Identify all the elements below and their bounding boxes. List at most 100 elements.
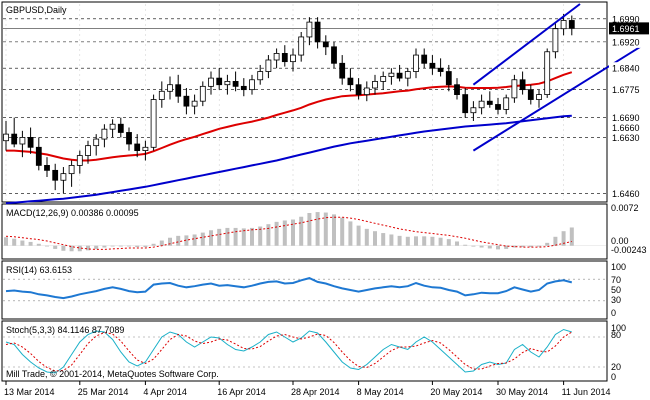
candle-body [355, 84, 362, 95]
candle-body [257, 71, 264, 81]
candle-body [85, 145, 91, 156]
candle-body [544, 51, 551, 95]
macd-bar [20, 240, 25, 246]
copyright-text: Mill Trade, © 2001-2014, MetaQuotes Soft… [6, 369, 219, 379]
macd-bar [53, 245, 58, 249]
candle-body [372, 81, 378, 89]
current-price-box [609, 22, 649, 35]
candle-body [421, 54, 428, 64]
macd-bar [332, 214, 336, 246]
macd-bar [159, 240, 164, 246]
macd-bar [151, 243, 156, 246]
macd-bar [504, 245, 509, 249]
macd-bar [389, 234, 394, 246]
macd-bar [176, 235, 181, 246]
stoch-axis-label: 100 [611, 323, 626, 333]
rsi-axis-label: 100 [611, 262, 626, 272]
candles [3, 13, 575, 194]
macd-bar [455, 241, 459, 246]
candle-body [347, 77, 354, 86]
candle-body [76, 155, 83, 166]
macd-bar [291, 219, 295, 246]
time-axis-label: 28 Apr 2014 [291, 387, 340, 397]
rsi-axis-label: 50 [611, 285, 621, 295]
macd-bar [537, 245, 541, 247]
price-label-bg [609, 35, 649, 48]
macd-bar [168, 237, 172, 246]
price-axis-label: 1.6660 [612, 123, 640, 133]
macd-bar [36, 243, 41, 246]
candle-body [454, 84, 460, 95]
rsi-panel-frame [1, 260, 608, 320]
macd-bar [315, 212, 320, 246]
macd-bar [69, 245, 74, 252]
candle-body [314, 21, 321, 43]
candle-body [208, 77, 214, 87]
time-axis-label: 4 Apr 2014 [143, 387, 187, 397]
macd-axis-label: -0.00243 [611, 245, 647, 255]
price-axis-label: 1.6990 [612, 14, 640, 24]
macd-bar [86, 245, 90, 251]
macd-bar [512, 245, 517, 248]
candle-body [306, 21, 313, 38]
candle-body [281, 53, 288, 63]
rsi-title: RSI(14) 63.6153 [6, 265, 72, 275]
macd-bar [274, 221, 279, 246]
macd-bar [45, 245, 49, 247]
macd-indicator: 0.0072 0.00-0.00243 [3, 203, 647, 255]
macd-bar [348, 221, 353, 246]
candle-body [249, 79, 255, 91]
candle-body [109, 123, 116, 130]
macd-bar [61, 245, 66, 251]
price-axis-label: 1.6690 [612, 113, 640, 123]
rsi-axis-label: 0 [611, 308, 616, 318]
macd-bar [94, 245, 99, 249]
macd-bar [520, 245, 525, 248]
price-label-bg [609, 131, 649, 144]
macd-bar [356, 225, 361, 246]
candle-body [101, 128, 108, 140]
price-panel-frame [1, 1, 608, 203]
stoch-d-line [5, 331, 573, 372]
macd-bar [209, 230, 213, 246]
macd-bar [225, 227, 230, 246]
candle-body [167, 84, 173, 92]
macd-bar [110, 245, 115, 247]
macd-axis-label: 0.0072 [611, 203, 639, 213]
macd-bar [299, 216, 304, 246]
rsi-line [5, 277, 573, 300]
macd-bar [364, 228, 369, 246]
candle-body [519, 79, 526, 91]
candle-body [486, 100, 493, 105]
macd-bar [266, 224, 271, 246]
candle-body [363, 87, 370, 95]
price-axis: 1.6990 1.6920 1.6840 1.6775 1.66901.66601.66… [609, 12, 649, 200]
stoch-axis-label: 80 [611, 330, 621, 340]
candle-body [396, 72, 403, 79]
macd-bar [233, 227, 238, 246]
stoch-axis-label: 0 [611, 372, 616, 382]
candle-body [27, 137, 34, 148]
candle-body [216, 77, 223, 86]
price-label-bg [609, 83, 649, 96]
macd-bar [381, 233, 386, 246]
candle-body [35, 146, 42, 166]
candle-body [462, 94, 469, 114]
time-axis-label: 30 May 2014 [496, 387, 548, 397]
candle-body [44, 165, 50, 171]
trend-channel [472, 3, 647, 152]
time-axis: 13 Mar 2014 25 Mar 2014 4 Apr 2014 16 Apr 2… [4, 381, 610, 397]
macd-bar [405, 236, 410, 246]
macd-bar [200, 232, 205, 246]
candle-body [265, 59, 272, 72]
macd-bar [471, 245, 476, 247]
macd-bar [569, 227, 574, 246]
candle-body [273, 53, 280, 61]
time-axis-label: 25 Mar 2014 [78, 387, 129, 397]
price-label-bg [609, 12, 649, 25]
price-axis-label: 1.6840 [612, 64, 640, 74]
candle-body [175, 84, 182, 97]
macd-bar [307, 212, 312, 246]
